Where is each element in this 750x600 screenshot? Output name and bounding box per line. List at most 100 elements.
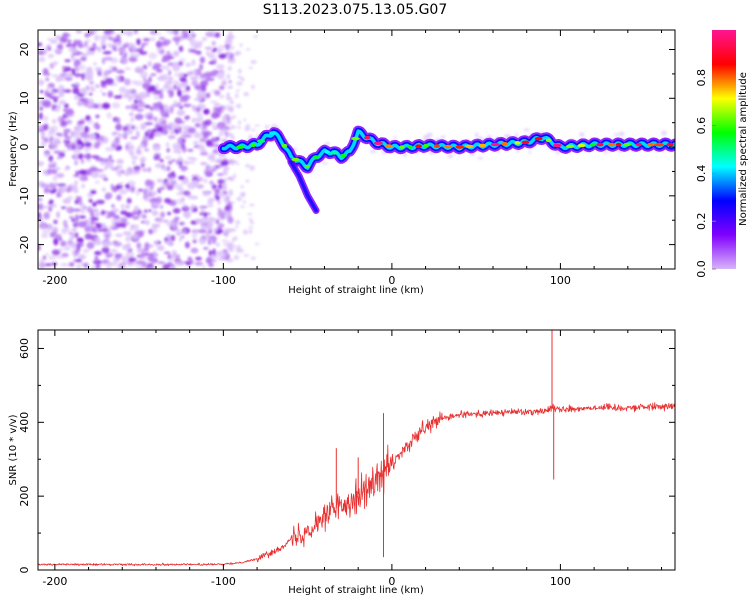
noise-blob [165,77,175,81]
noise-blob [199,73,207,78]
y-tick-label: 200 [18,486,31,507]
noise-blob [168,160,173,165]
noise-blob [88,198,93,203]
noise-blob [91,226,98,230]
noise-blob [51,92,55,97]
noise-blob [165,64,170,71]
noise-blob [108,154,112,160]
noise-blob [213,47,218,52]
snr-content [38,330,675,567]
noise-blob [212,233,216,237]
noise-blob [245,48,251,51]
ridge-halo-blob [369,149,377,154]
noise-blob [209,100,218,104]
noise-blob [160,74,169,79]
noise-blob [51,125,59,133]
noise-blob [74,82,80,85]
noise-blob [158,188,162,191]
noise-blob [229,54,234,61]
ridge-halo-blob [403,152,408,158]
noise-blob [203,178,208,184]
noise-blob [209,217,218,221]
noise-blob [110,218,119,223]
noise-blob [173,251,177,256]
noise-blob [207,238,212,246]
noise-blob [233,245,237,248]
noise-blob [117,265,126,269]
noise-blob [73,95,79,100]
noise-blob [56,43,64,51]
noise-blob [140,44,145,48]
noise-blob [170,106,174,114]
noise-blob [112,188,118,193]
noise-blob [87,45,94,48]
noise-blob [127,145,135,151]
noise-blob [115,169,123,176]
noise-blob [197,143,205,151]
noise-blob [240,185,244,189]
noise-blob [114,41,121,45]
noise-blob [64,103,69,109]
noise-blob [242,229,249,235]
noise-blob [183,95,189,103]
noise-blob [223,197,228,202]
ridge-peak [666,142,674,147]
noise-blob [128,52,138,58]
noise-blob [140,252,148,257]
noise-blob [117,46,126,53]
noise-blob [209,180,214,185]
noise-blob [71,242,75,248]
noise-blob [183,134,193,138]
noise-blob [227,35,233,42]
noise-blob [144,148,150,152]
noise-blob [50,39,58,44]
noise-blob [99,89,103,93]
noise-blob [235,50,242,56]
noise-blob [148,52,158,60]
noise-blob [195,218,201,225]
noise-blob [203,108,210,115]
x-tick-label: 0 [388,575,395,588]
noise-blob [125,221,130,226]
noise-blob [121,203,125,210]
noise-blob [59,238,63,241]
noise-blob [142,82,151,89]
noise-blob [218,85,225,90]
noise-blob [134,80,144,86]
noise-blob [77,124,84,131]
noise-blob [219,122,225,128]
noise-blob [86,50,95,56]
noise-blob [69,216,74,219]
noise-blob [207,154,216,161]
noise-blob [63,167,70,171]
noise-blob [235,93,239,99]
noise-blob [211,69,219,75]
noise-blob [125,148,129,152]
noise-blob [179,160,183,167]
noise-blob [116,194,122,201]
noise-blob [73,259,77,263]
noise-blob [38,161,45,167]
noise-blob [105,30,114,34]
noise-blob [222,106,226,112]
noise-blob [75,215,79,223]
noise-blob [38,197,43,202]
noise-blob [51,119,57,124]
ridge-peak [312,155,320,159]
noise-blob [61,228,68,235]
noise-blob [216,64,225,70]
noise-blob [211,40,216,46]
noise-blob [166,85,174,91]
noise-blob [184,241,190,249]
noise-blob [45,77,50,82]
x-tick-label: -100 [211,575,236,588]
ridge-peak [655,142,664,147]
noise-blob [228,45,235,50]
noise-blob [122,244,128,251]
noise-blob [42,68,49,75]
noise-blob [131,155,139,160]
noise-blob [136,130,140,138]
noise-blob [229,85,233,89]
noise-blob [43,187,49,194]
